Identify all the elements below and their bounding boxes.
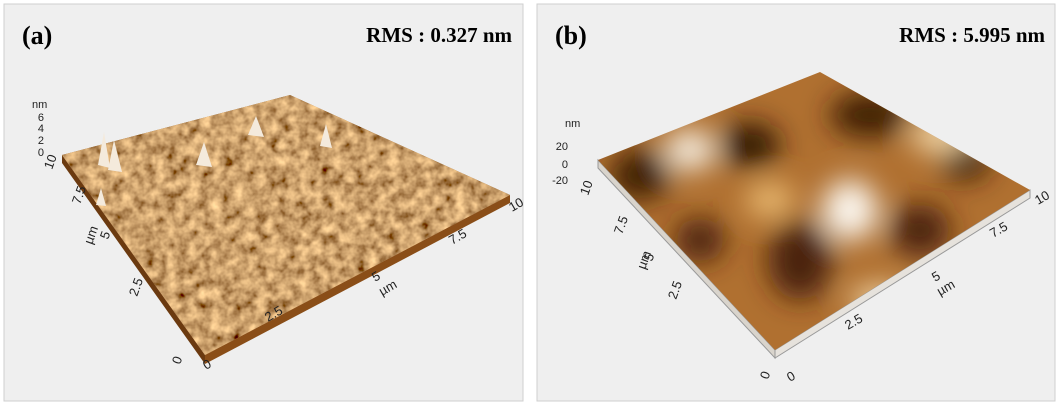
z-tick-label: 20 [556, 141, 568, 153]
z-unit: nm [32, 99, 47, 111]
figure: (a) RMS : 0.327 nm (b) RMS : 5.995 nm nm… [0, 0, 1059, 405]
panel-label: (a) [22, 21, 52, 50]
rms-label: RMS : 5.995 nm [899, 23, 1045, 47]
z-tick-label: -20 [552, 175, 568, 187]
panel-label: (b) [555, 21, 587, 50]
z-tick-label: 4 [38, 123, 44, 135]
z-tick-label: 0 [562, 159, 568, 171]
z-tick-label: 2 [38, 135, 44, 147]
rms-label: RMS : 0.327 nm [366, 23, 512, 47]
z-unit: nm [565, 118, 580, 130]
